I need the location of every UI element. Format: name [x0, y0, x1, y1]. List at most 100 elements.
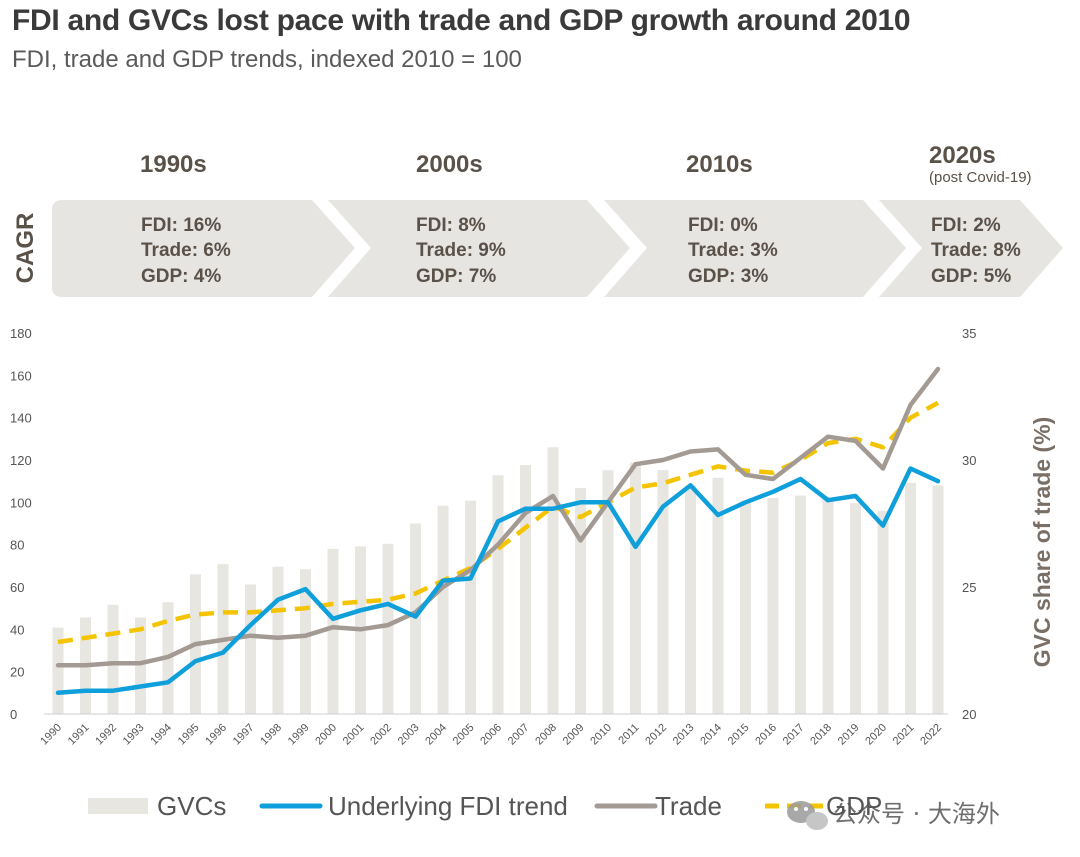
gvc-bar	[685, 485, 696, 714]
left-axis: 0 20 40 60 80 100 120 140 160 180	[10, 326, 32, 722]
right-axis: 20 25 30 35	[962, 326, 976, 722]
x-tick-label: 2019	[836, 722, 862, 748]
gvc-bar	[932, 485, 944, 714]
x-tick-label: 2010	[588, 722, 614, 748]
left-axis-tick: 20	[10, 665, 24, 680]
x-tick-label: 2002	[368, 722, 394, 748]
gvc-bar	[822, 498, 834, 714]
gvc-bar	[520, 465, 531, 714]
right-axis-tick: 25	[962, 580, 976, 595]
x-tick-label: 2013	[671, 722, 697, 748]
x-tick-label: 2007	[506, 722, 532, 748]
cagr-1990s-trade: Trade: 6%	[141, 240, 231, 261]
decade-2020s: 2020s	[929, 142, 996, 169]
cagr-2010s-fdi: FDI: 0%	[688, 215, 758, 236]
decade-2010s: 2010s	[686, 151, 753, 178]
cagr-2020s-gdp: GDP: 5%	[931, 266, 1011, 287]
cagr-2020s-trade: Trade: 8%	[931, 240, 1021, 261]
x-tick-label: 2015	[726, 722, 752, 748]
x-tick-label: 2017	[781, 722, 807, 748]
x-tick-label: 2005	[451, 722, 477, 748]
left-axis-tick: 180	[10, 326, 32, 341]
x-tick-label: 1996	[203, 722, 229, 748]
chart-subtitle: FDI, trade and GDP trends, indexed 2010 …	[12, 46, 522, 73]
gvc-bar	[245, 584, 256, 714]
gvc-bar	[52, 627, 64, 714]
gvc-bar	[905, 482, 916, 714]
cagr-2000s-trade: Trade: 9%	[416, 240, 506, 261]
left-axis-tick: 100	[10, 495, 32, 510]
x-tick-label: 2003	[396, 722, 422, 748]
gvc-bar	[492, 475, 504, 714]
x-tick-label: 2001	[341, 722, 367, 748]
watermark: 公众号 · 大海外	[787, 800, 1000, 830]
gvc-bar	[547, 447, 559, 714]
cagr-banner: CAGR 1990s 2000s 2010s 2020s (post Covid…	[12, 142, 1063, 297]
cagr-arrow-2000s	[328, 200, 630, 297]
left-axis-tick: 40	[10, 622, 24, 637]
decade-2000s: 2000s	[416, 151, 483, 178]
x-tick-label: 2000	[313, 722, 339, 748]
gvc-bar	[465, 500, 476, 714]
x-tick-label: 2008	[533, 722, 559, 748]
series-lines	[55, 366, 941, 696]
left-axis-tick: 120	[10, 453, 32, 468]
gvc-bar	[107, 604, 119, 714]
x-tick-label: 1999	[286, 722, 312, 748]
x-tick-label: 2006	[478, 722, 504, 748]
gvc-bar	[135, 617, 146, 714]
x-tick-label: 1994	[148, 722, 174, 748]
gvc-bar	[272, 566, 284, 714]
watermark-text: 公众号 · 大海外	[833, 800, 1000, 828]
gvc-bar	[877, 510, 889, 714]
gvc-bar	[327, 548, 339, 714]
x-tick-label: 2011	[616, 722, 641, 747]
x-axis: 1990 1991 1992 1993 1994 1995 1996 1997 1998 1999…	[38, 713, 948, 748]
left-axis-tick: 0	[10, 707, 17, 722]
legend-trade-label: Trade	[655, 791, 722, 821]
x-tick-label: 2020	[863, 722, 889, 748]
right-axis-label: GVC share of trade (%)	[1029, 417, 1055, 668]
x-tick-label: 2009	[561, 722, 587, 748]
right-axis-tick: 20	[962, 707, 976, 722]
cagr-arrow-2010s	[604, 200, 906, 297]
cagr-2010s-gdp: GDP: 3%	[688, 266, 768, 287]
x-tick-label: 1990	[38, 722, 64, 748]
left-axis-tick: 80	[10, 538, 24, 553]
x-tick-label: 1998	[258, 722, 284, 748]
cagr-2020s-fdi: FDI: 2%	[931, 215, 1001, 236]
x-tick-label: 1997	[231, 722, 257, 748]
gvc-bar	[850, 503, 861, 714]
legend-gdp-label: GDP	[826, 791, 882, 821]
gvc-bar	[437, 505, 449, 714]
gvc-bar	[602, 470, 614, 714]
x-tick-label: 2018	[808, 722, 834, 748]
right-axis-tick: 35	[962, 326, 976, 341]
left-axis-tick: 60	[10, 580, 24, 595]
decade-1990s: 1990s	[140, 151, 207, 178]
cagr-arrow-2020s	[879, 200, 1063, 297]
gvc-bar	[630, 462, 641, 714]
cagr-1990s-gdp: GDP: 4%	[141, 266, 221, 287]
x-tick-label: 2016	[753, 722, 779, 748]
right-axis-tick: 30	[962, 453, 976, 468]
legend: GVCs Underlying FDI trend Trade GDP	[88, 791, 882, 821]
cagr-1990s-fdi: FDI: 16%	[141, 215, 221, 236]
x-tick-label: 1992	[93, 722, 119, 748]
gvc-bar	[382, 543, 394, 714]
legend-gvc-swatch	[88, 798, 148, 814]
left-axis-tick: 140	[10, 411, 32, 426]
x-tick-label: 2012	[643, 722, 669, 748]
x-tick-label: 2022	[918, 722, 944, 748]
cagr-2010s-trade: Trade: 3%	[688, 240, 778, 261]
cagr-2000s-fdi: FDI: 8%	[416, 215, 486, 236]
cagr-arrow-1990s	[52, 200, 355, 297]
x-tick-label: 2004	[423, 722, 449, 748]
gvc-bar	[657, 470, 669, 714]
x-tick-label: 2021	[891, 722, 917, 748]
gvc-bar	[712, 477, 724, 714]
gvc-bar	[740, 500, 751, 714]
gvc-bar	[795, 495, 806, 714]
wechat-icon	[787, 801, 828, 830]
